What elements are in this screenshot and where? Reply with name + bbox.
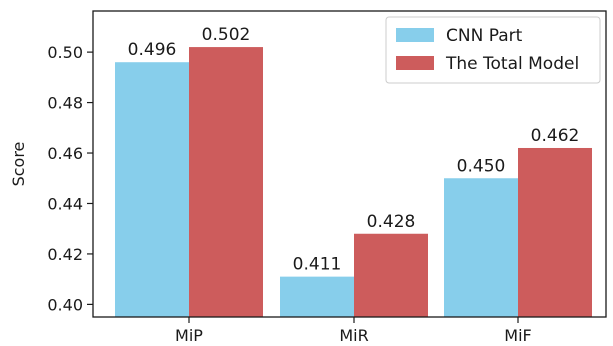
- y-tick-label: 0.46: [47, 144, 83, 163]
- y-axis: 0.40 0.42 0.44 0.46 0.48 0.50: [47, 43, 93, 314]
- bar-mir-series-2: [354, 233, 428, 317]
- data-label-mip-series-1: 0.496: [128, 40, 177, 60]
- bars-layer: [115, 47, 592, 318]
- x-axis: MiP MiR MiF: [175, 317, 532, 345]
- legend-label-series-1: CNN Part: [446, 26, 523, 46]
- bar-mif-series-1: [444, 178, 518, 317]
- y-tick-label: 0.42: [47, 245, 83, 264]
- bar-mir-series-1: [280, 276, 354, 317]
- y-tick-label: 0.48: [47, 94, 83, 113]
- legend-swatch-series-1: [396, 28, 434, 42]
- y-tick-label: 0.50: [47, 43, 83, 62]
- x-tick-label-mir: MiR: [339, 326, 368, 345]
- legend-swatch-series-2: [396, 56, 434, 70]
- data-label-mir-series-2: 0.428: [367, 212, 416, 232]
- data-label-mip-series-2: 0.502: [202, 25, 251, 45]
- y-tick-label: 0.40: [47, 295, 83, 314]
- plot-area-frame: [92, 10, 607, 318]
- data-label-mir-series-1: 0.411: [293, 255, 342, 275]
- bar-mip-series-2: [189, 47, 263, 318]
- data-labels-layer: 0.496 0.411 0.450 0.502 0.428 0.462: [128, 25, 580, 275]
- x-tick-label-mif: MiF: [504, 326, 531, 345]
- y-axis-label: Score: [9, 142, 28, 187]
- legend-label-series-2: The Total Model: [445, 54, 579, 74]
- legend: CNN Part The Total Model: [385, 16, 601, 84]
- bar-mif-series-2: [518, 147, 592, 317]
- bar-mip-series-1: [115, 62, 189, 318]
- legend-box: [385, 16, 601, 84]
- data-label-mif-series-2: 0.462: [531, 126, 580, 146]
- data-label-mif-series-1: 0.450: [457, 156, 506, 176]
- x-tick-label-mip: MiP: [175, 326, 203, 345]
- y-tick-label: 0.44: [47, 194, 83, 213]
